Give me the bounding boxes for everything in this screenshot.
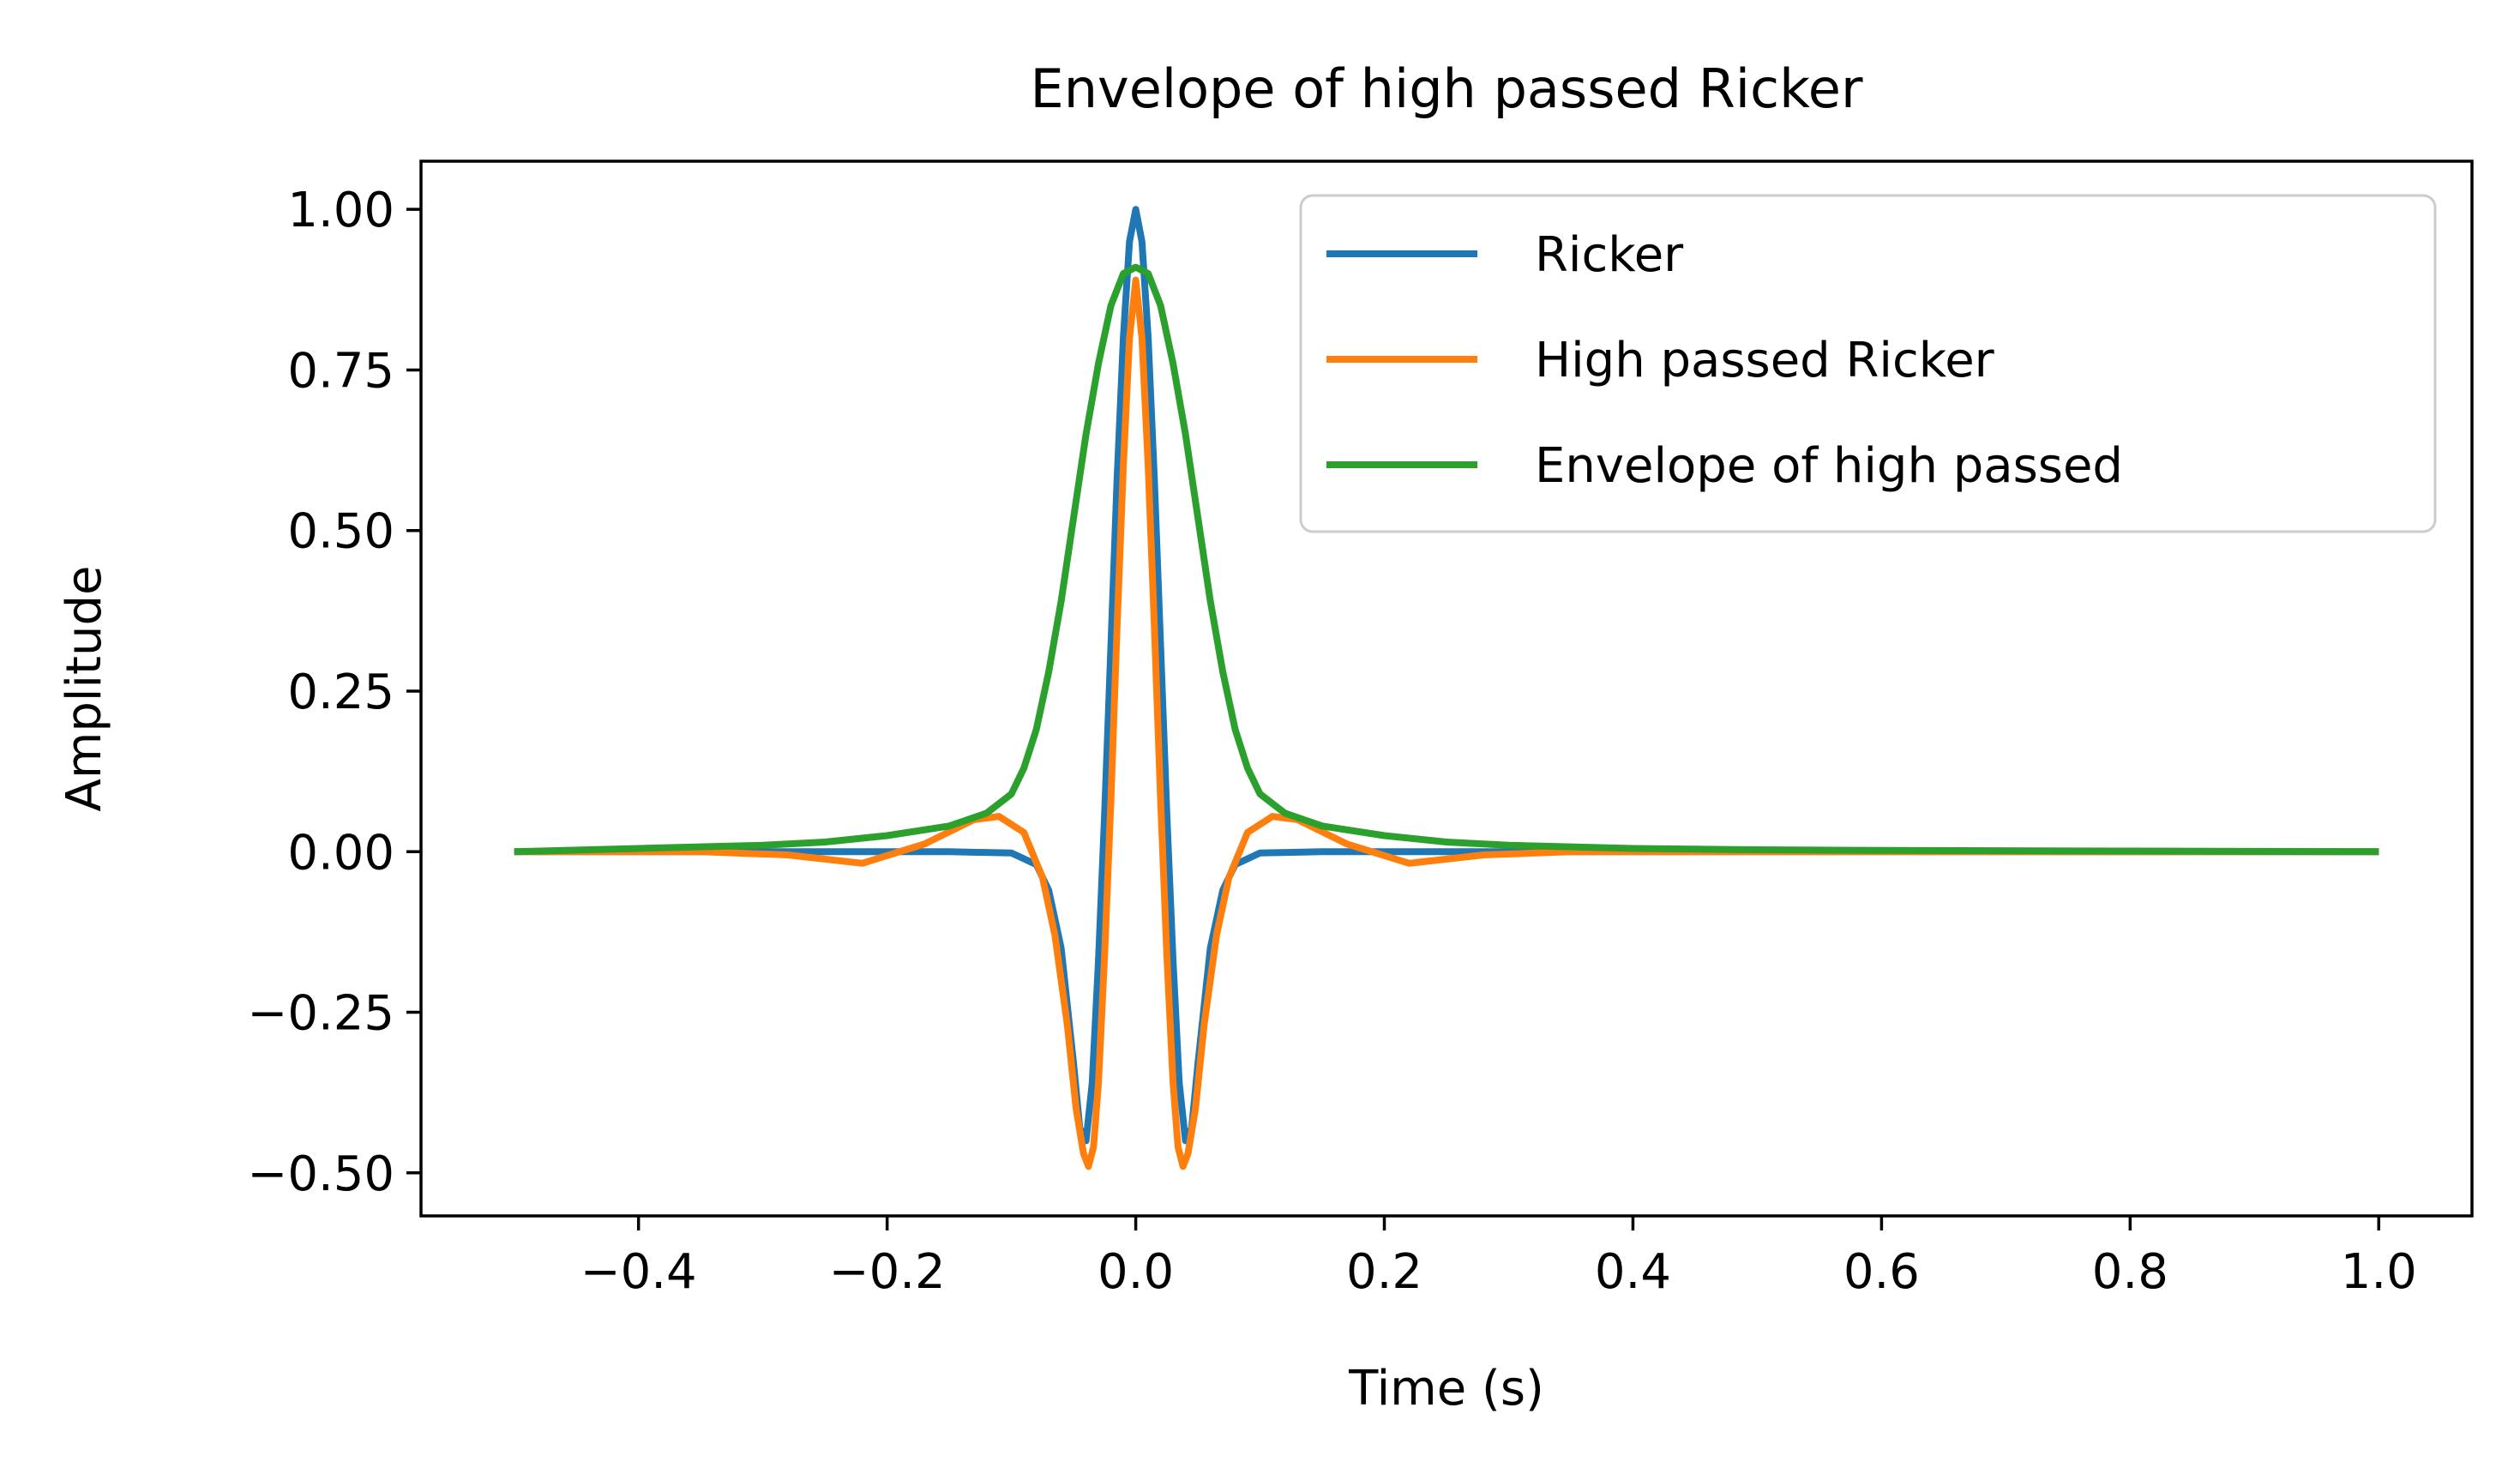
y-tick-label: 0.25 (287, 665, 394, 720)
chart-title: Envelope of high passed Ricker (1031, 57, 1863, 120)
y-tick-label: 0.75 (287, 343, 394, 399)
y-tick-label: −0.50 (247, 1146, 394, 1202)
x-tick-label: 0.8 (2092, 1244, 2168, 1300)
x-tick-label: 0.0 (1098, 1244, 1174, 1300)
legend: Ricker High passed Ricker Envelope of high… (1301, 196, 2435, 532)
legend-label-2: High passed Ricker (1535, 333, 1995, 388)
x-tick-label: 0.2 (1346, 1244, 1422, 1300)
x-tick-label: 0.6 (1843, 1244, 1920, 1300)
x-tick-label: −0.2 (829, 1244, 946, 1300)
y-axis-label: Amplitude (57, 566, 112, 812)
legend-label-1: Ricker (1535, 227, 1684, 283)
x-tick-label: −0.4 (580, 1244, 697, 1300)
legend-label-3: Envelope of high passed (1535, 438, 2123, 494)
y-tick-label: 0.50 (287, 504, 394, 560)
y-tick-label: −0.25 (247, 986, 394, 1042)
y-tick-label: 1.00 (287, 183, 394, 238)
x-tick-label: 0.4 (1595, 1244, 1671, 1300)
x-axis-label: Time (s) (1348, 1361, 1544, 1417)
y-tick-label: 0.00 (287, 825, 394, 881)
x-tick-label: 1.0 (2341, 1244, 2417, 1300)
